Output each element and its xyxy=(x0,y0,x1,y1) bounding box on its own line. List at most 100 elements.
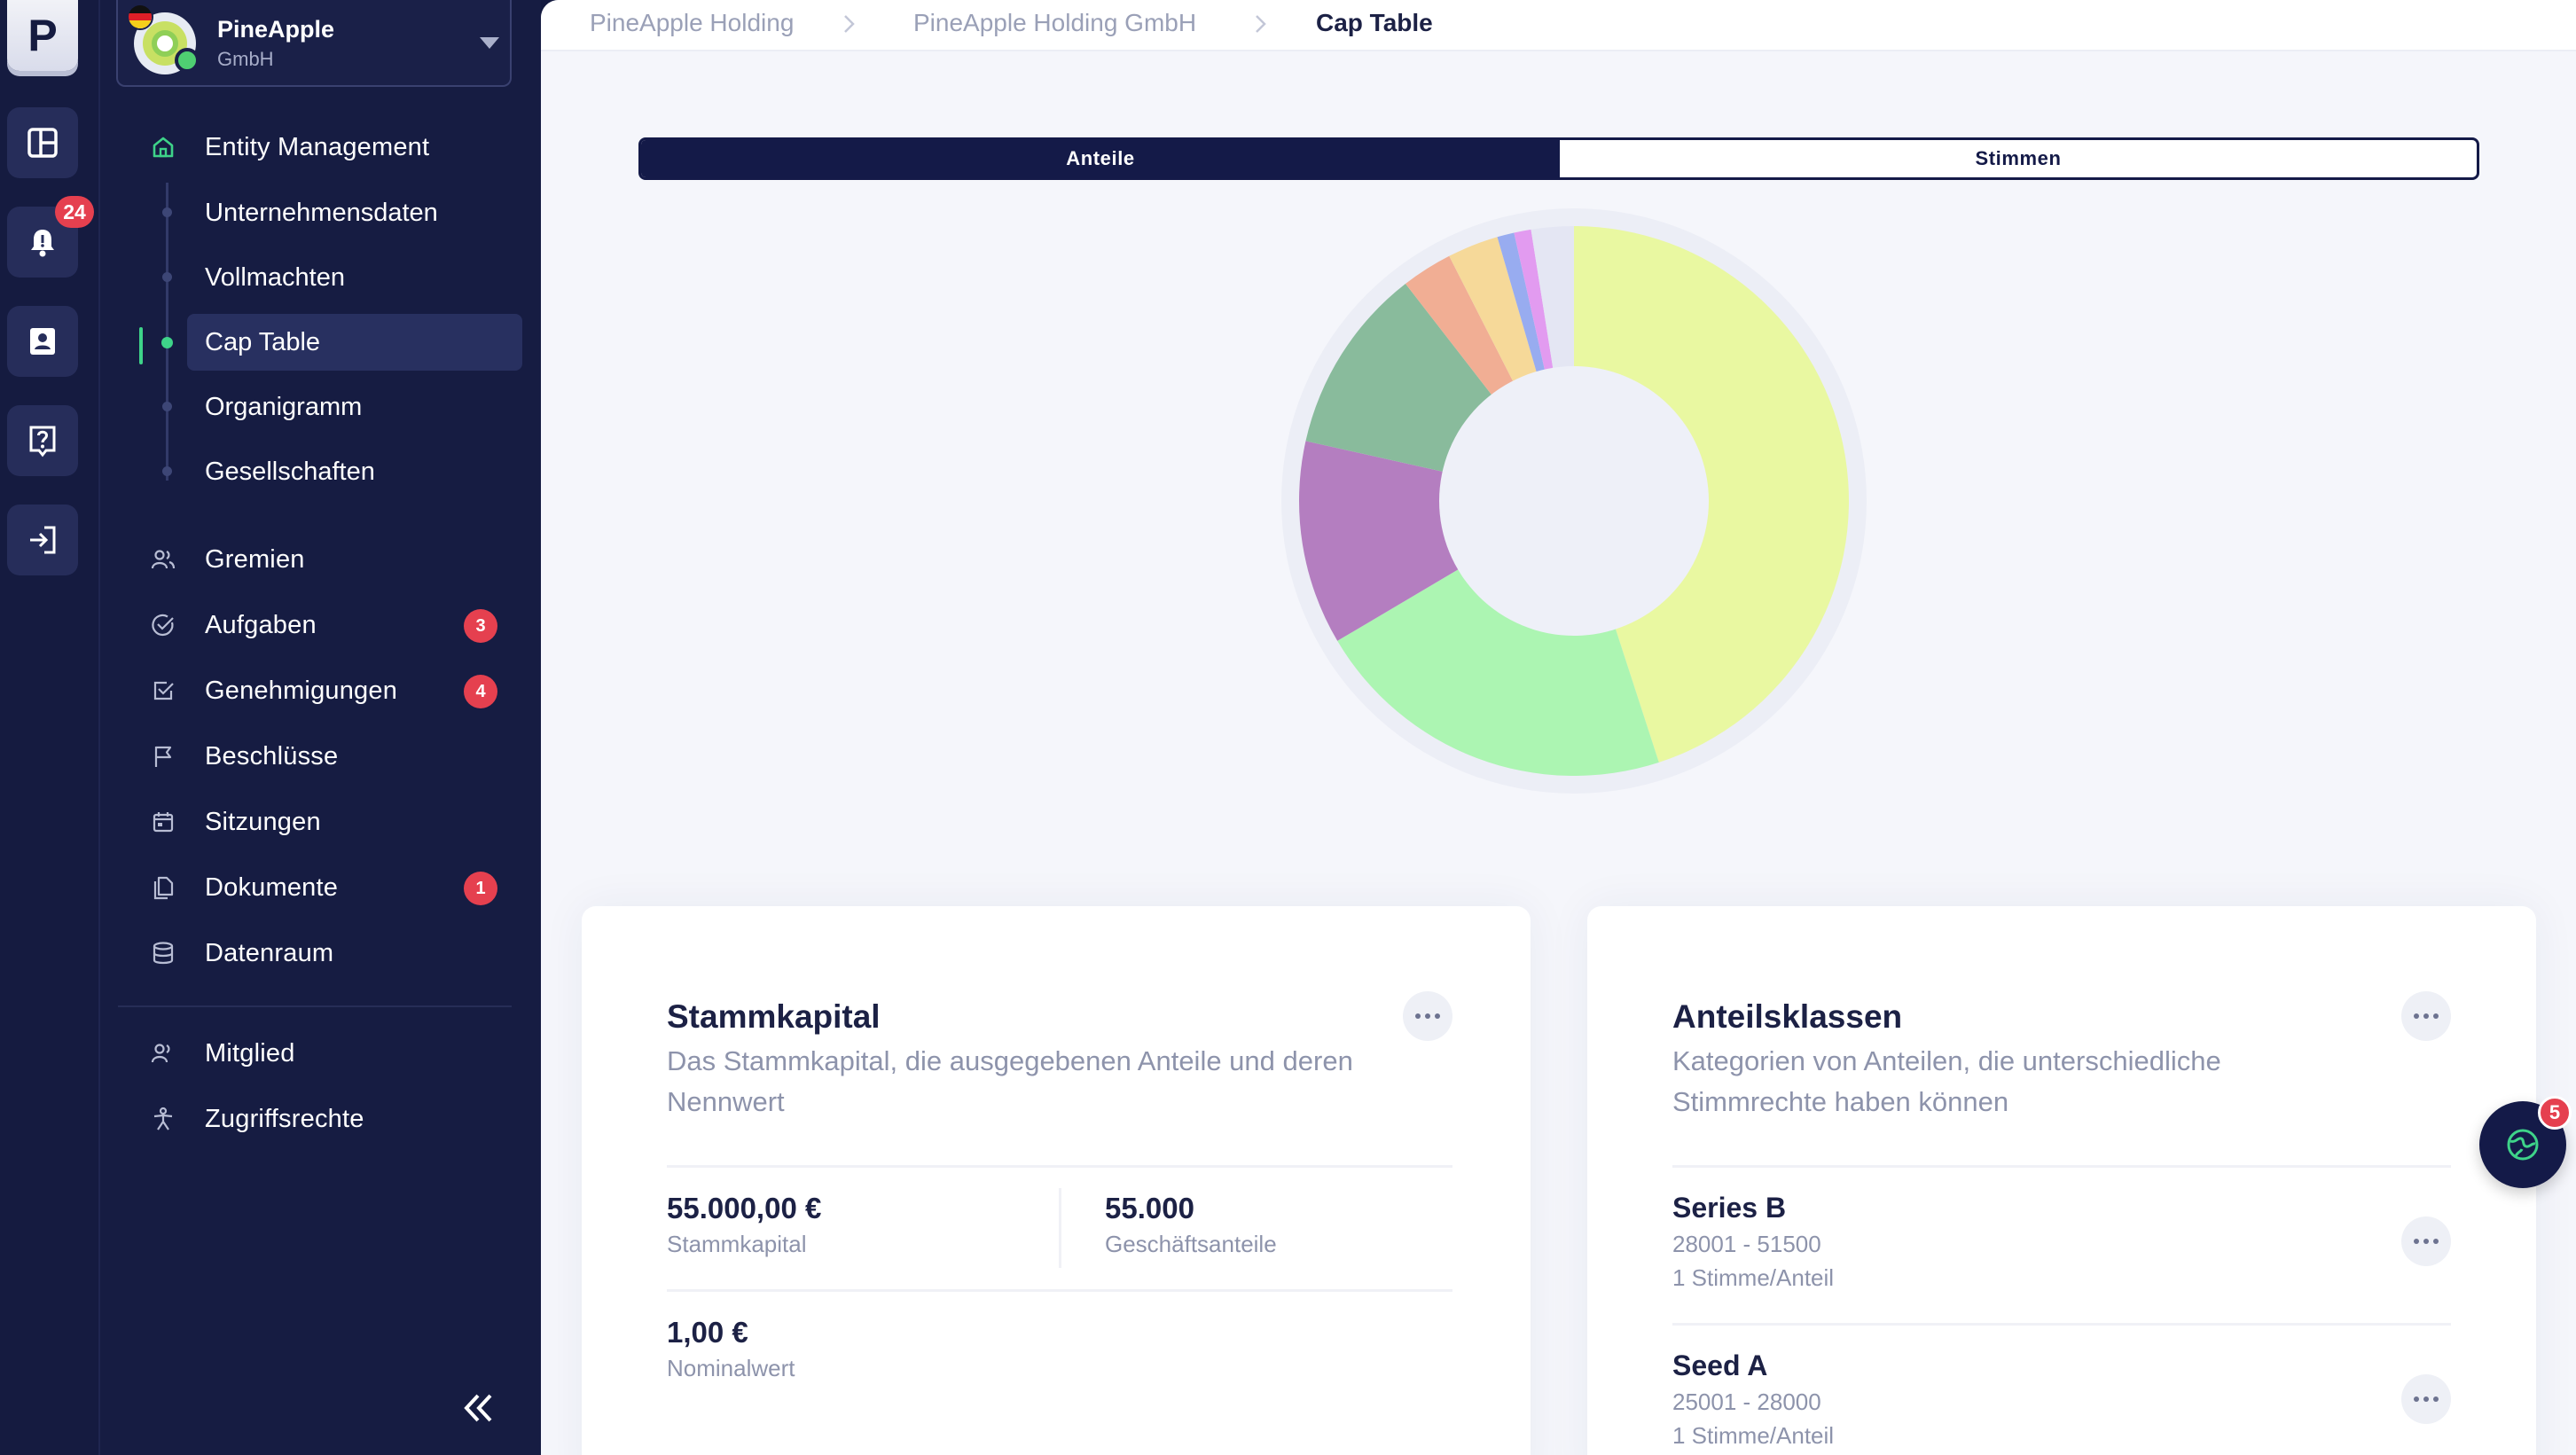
nav-label: Entity Management xyxy=(205,133,430,161)
logout-icon xyxy=(30,526,56,554)
nav-label: Genehmigungen xyxy=(205,677,398,705)
access-rights-icon xyxy=(153,1107,173,1130)
member-icon xyxy=(151,1044,170,1063)
count-badge: 3 xyxy=(464,609,497,643)
subnav-label: Cap Table xyxy=(205,328,321,356)
nav-mitglied[interactable]: Mitglied xyxy=(100,1026,541,1081)
fab-badge: 5 xyxy=(2538,1096,2572,1130)
check-circle-icon xyxy=(152,614,174,637)
share-class-options-button[interactable] xyxy=(2401,1374,2451,1424)
contacts-button[interactable] xyxy=(7,306,78,377)
more-options-button[interactable] xyxy=(2401,991,2451,1041)
nav-label: Mitglied xyxy=(205,1039,295,1068)
share-class-name: Seed A xyxy=(1672,1349,1768,1381)
subnav-cap-table[interactable]: Cap Table xyxy=(187,314,522,371)
nav-sitzungen[interactable]: Sitzungen xyxy=(100,794,541,849)
nav-label: Datenraum xyxy=(205,939,334,967)
notifications-button[interactable]: 24 xyxy=(7,196,94,278)
toggle-anteile[interactable]: Anteile xyxy=(641,140,1560,177)
chevron-down-icon xyxy=(480,37,499,49)
nav-label: Sitzungen xyxy=(205,808,321,836)
nav-zugriffsrechte[interactable]: Zugriffsrechte xyxy=(100,1091,541,1146)
subnav-dot xyxy=(162,466,172,476)
help-button[interactable] xyxy=(7,405,78,476)
divider xyxy=(1672,1323,2451,1326)
shares-value: 55.000 xyxy=(1105,1192,1194,1224)
nav-dokumente[interactable]: Dokumente 1 xyxy=(100,860,541,915)
help-icon xyxy=(29,426,56,458)
subnav-label: Vollmachten xyxy=(205,263,345,292)
notification-badge: 24 xyxy=(55,196,94,228)
subnav-dot xyxy=(162,272,172,282)
chart-slice[interactable] xyxy=(1574,226,1849,763)
subnav-dot xyxy=(162,402,172,411)
subnav-label: Gesellschaften xyxy=(205,458,375,486)
calendar-icon xyxy=(153,812,174,833)
subnav-label: Unternehmensdaten xyxy=(205,199,438,227)
check-square-icon xyxy=(153,681,174,700)
globe-icon xyxy=(2507,1129,2539,1161)
database-icon xyxy=(153,942,174,965)
nav-label: Gremien xyxy=(205,545,305,574)
subnav-unternehmensdaten[interactable]: Unternehmensdaten xyxy=(187,184,522,241)
app-rail: P 24 xyxy=(0,0,100,1455)
anteilsklassen-card: Anteilsklassen Kategorien von Anteilen, … xyxy=(1587,906,2536,1455)
bell-icon xyxy=(31,230,54,257)
contact-card-icon xyxy=(30,328,55,355)
sidebar: PineApple GmbH Entity Management Unterne… xyxy=(100,0,541,1455)
nav-datenraum[interactable]: Datenraum xyxy=(100,926,541,981)
nav-gremien[interactable]: Gremien xyxy=(100,532,541,587)
count-badge: 4 xyxy=(464,675,497,708)
layout-grid-icon xyxy=(27,128,58,158)
nav-genehmigungen[interactable]: Genehmigungen 4 xyxy=(100,663,541,718)
logout-button[interactable] xyxy=(7,505,78,575)
org-name: PineApple xyxy=(217,16,335,43)
active-dot xyxy=(161,337,173,348)
card-title: Anteilsklassen xyxy=(1672,998,1903,1035)
subnav-vollmachten[interactable]: Vollmachten xyxy=(187,249,522,306)
org-switcher[interactable]: PineApple GmbH xyxy=(116,0,512,87)
count-badge: 1 xyxy=(464,872,497,905)
dashboard-button[interactable] xyxy=(7,107,78,178)
documents-icon xyxy=(153,876,174,900)
german-flag-icon xyxy=(127,4,153,30)
divider xyxy=(667,1165,1452,1168)
more-options-button[interactable] xyxy=(1403,991,1452,1041)
toggle-stimmen[interactable]: Stimmen xyxy=(1975,147,2062,169)
nav-label: Dokumente xyxy=(205,873,339,902)
chevron-right-icon xyxy=(1256,15,1266,33)
card-title: Stammkapital xyxy=(667,998,881,1035)
nav-label: Zugriffsrechte xyxy=(205,1105,364,1133)
breadcrumb-current: Cap Table xyxy=(1316,9,1433,36)
subnav-label: Organigramm xyxy=(205,393,363,421)
nav-beschluesse[interactable]: Beschlüsse xyxy=(100,729,541,784)
collapse-sidebar-icon[interactable] xyxy=(457,1390,501,1426)
share-class-range: 25001 - 28000 xyxy=(1672,1389,1821,1415)
card-description: Das Stammkapital, die ausgegebenen Antei… xyxy=(667,1045,1353,1117)
stammkapital-card: Stammkapital Das Stammkapital, die ausge… xyxy=(582,906,1531,1455)
breadcrumb-item[interactable]: PineApple Holding xyxy=(590,9,795,36)
card-description: Kategorien von Anteilen, die unterschied… xyxy=(1672,1045,2221,1117)
nominal-label: Nominalwert xyxy=(667,1355,795,1381)
users-icon xyxy=(151,550,176,569)
view-toggle: Anteile Stimmen xyxy=(638,137,2479,180)
nav-entity-management[interactable]: Entity Management xyxy=(100,120,541,175)
nav-label: Beschlüsse xyxy=(205,742,339,771)
share-class-votes: 1 Stimme/Anteil xyxy=(1672,1422,1835,1449)
nav-label: Aufgaben xyxy=(205,611,317,639)
share-class-votes: 1 Stimme/Anteil xyxy=(1672,1264,1835,1291)
subnav-organigramm[interactable]: Organigramm xyxy=(187,379,522,435)
subnav-gesellschaften[interactable]: Gesellschaften xyxy=(187,443,522,500)
nav-aufgaben[interactable]: Aufgaben 3 xyxy=(100,598,541,653)
capital-value: 55.000,00 € xyxy=(667,1192,822,1224)
shares-label: Geschäftsanteile xyxy=(1105,1231,1277,1257)
sidebar-divider xyxy=(118,1005,512,1007)
breadcrumb-item[interactable]: PineApple Holding GmbH xyxy=(913,9,1197,36)
divider xyxy=(1672,1165,2451,1168)
app-logo[interactable]: P xyxy=(7,0,78,71)
share-class-options-button[interactable] xyxy=(2401,1216,2451,1266)
subnav-line xyxy=(166,183,168,481)
breadcrumb: PineApple Holding PineApple Holding GmbH… xyxy=(541,0,2576,51)
home-icon xyxy=(153,137,174,158)
share-class-name: Series B xyxy=(1672,1192,1787,1224)
